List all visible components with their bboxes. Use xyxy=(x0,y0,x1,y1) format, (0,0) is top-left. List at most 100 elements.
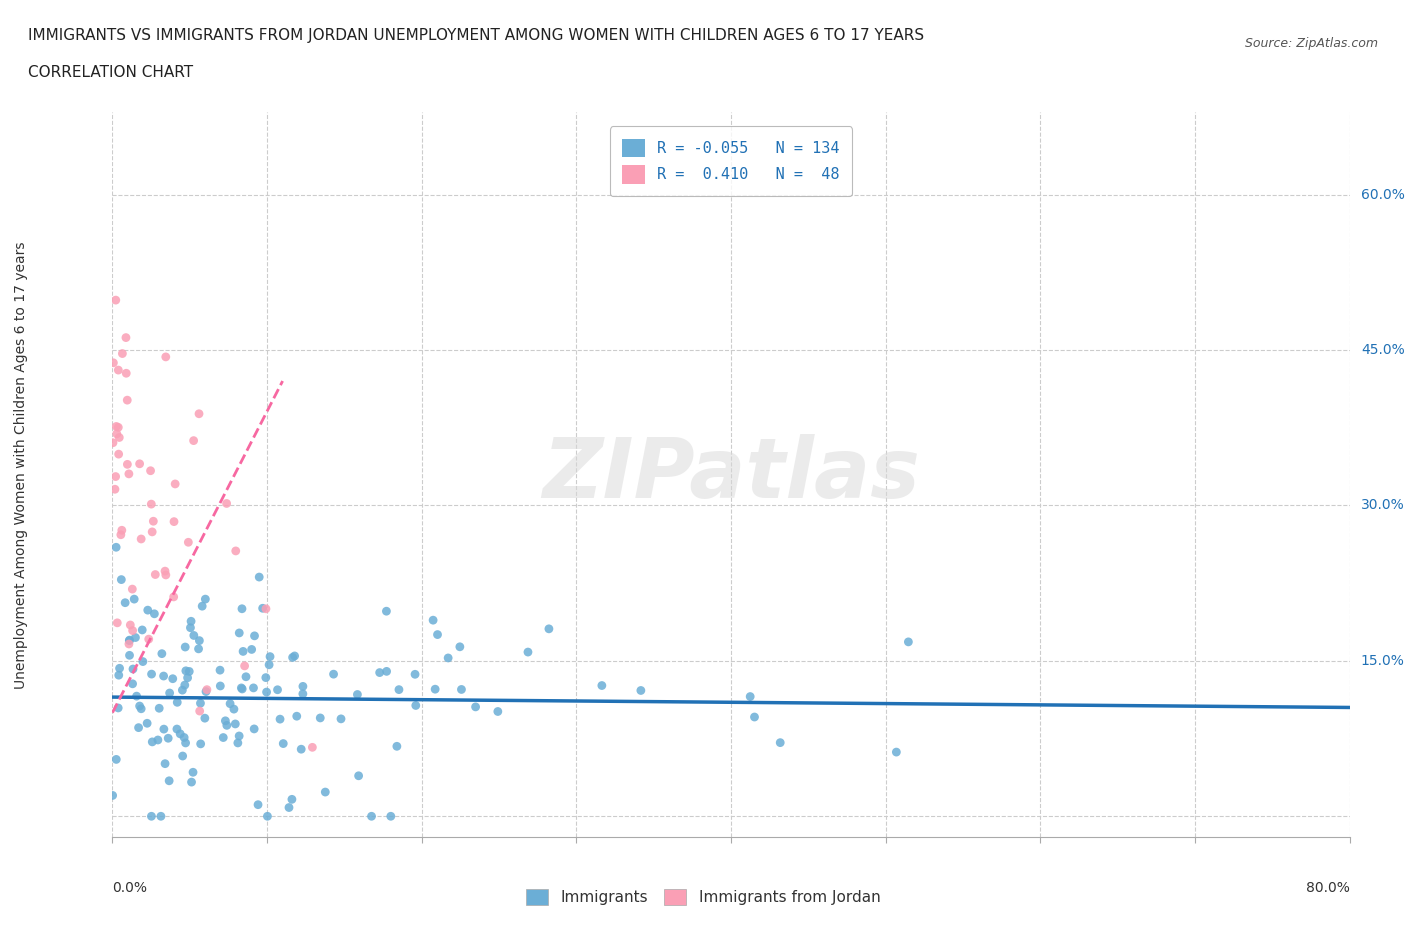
Point xyxy=(176,671,198,685)
Point xyxy=(128,720,150,735)
Point xyxy=(153,564,176,578)
Point xyxy=(155,567,177,582)
Point xyxy=(190,737,212,751)
Point xyxy=(740,689,762,704)
Point xyxy=(117,392,139,407)
Point xyxy=(101,788,124,803)
Point xyxy=(243,722,266,737)
Text: ZIPatlas: ZIPatlas xyxy=(543,433,920,515)
Point xyxy=(174,736,197,751)
Point xyxy=(426,627,449,642)
Point xyxy=(104,482,127,497)
Point xyxy=(172,683,194,698)
Point xyxy=(188,633,211,648)
Point xyxy=(231,682,253,697)
Point xyxy=(284,648,307,663)
Point xyxy=(291,686,314,701)
Point xyxy=(591,678,613,693)
Point xyxy=(194,591,217,606)
Point xyxy=(107,700,129,715)
Point xyxy=(240,642,263,657)
Point xyxy=(187,642,209,657)
Point xyxy=(138,631,160,646)
Point xyxy=(226,736,249,751)
Point xyxy=(254,602,277,617)
Point xyxy=(150,646,173,661)
Point xyxy=(191,599,214,614)
Point xyxy=(105,419,128,434)
Point xyxy=(143,567,166,582)
Text: CORRELATION CHART: CORRELATION CHART xyxy=(28,65,193,80)
Point xyxy=(195,683,218,698)
Point xyxy=(120,618,142,632)
Point xyxy=(166,695,188,710)
Point xyxy=(173,730,195,745)
Point xyxy=(136,716,159,731)
Point xyxy=(285,709,308,724)
Point xyxy=(141,735,163,750)
Point xyxy=(209,679,232,694)
Point xyxy=(231,681,253,696)
Point xyxy=(259,649,281,664)
Point xyxy=(153,756,176,771)
Point xyxy=(148,701,170,716)
Point xyxy=(141,667,163,682)
Point xyxy=(235,670,257,684)
Point xyxy=(266,683,288,698)
Point xyxy=(118,648,141,663)
Point xyxy=(163,514,186,529)
Point xyxy=(281,650,304,665)
Point xyxy=(254,671,277,685)
Point xyxy=(105,539,128,554)
Point xyxy=(232,644,254,658)
Point xyxy=(180,775,202,790)
Point xyxy=(111,346,134,361)
Point xyxy=(101,435,124,450)
Point xyxy=(105,616,128,631)
Point xyxy=(897,634,920,649)
Point xyxy=(269,711,291,726)
Point xyxy=(256,684,278,699)
Point xyxy=(121,676,143,691)
Point xyxy=(174,663,197,678)
Point xyxy=(405,698,427,713)
Point xyxy=(128,698,150,713)
Point xyxy=(139,463,162,478)
Point xyxy=(630,683,652,698)
Text: 30.0%: 30.0% xyxy=(1361,498,1405,512)
Point xyxy=(744,710,766,724)
Point xyxy=(118,467,141,482)
Point xyxy=(141,809,163,824)
Point xyxy=(290,742,312,757)
Point xyxy=(309,711,332,725)
Point xyxy=(125,689,148,704)
Point xyxy=(257,658,280,672)
Point xyxy=(437,650,460,665)
Text: 80.0%: 80.0% xyxy=(1306,881,1350,895)
Point xyxy=(165,476,187,491)
Text: Source: ZipAtlas.com: Source: ZipAtlas.com xyxy=(1244,37,1378,50)
Point xyxy=(486,704,509,719)
Point xyxy=(886,745,908,760)
Point xyxy=(162,671,184,686)
Point xyxy=(105,752,128,767)
Point xyxy=(368,665,391,680)
Point xyxy=(121,581,143,596)
Point xyxy=(212,730,235,745)
Point xyxy=(188,704,211,719)
Point xyxy=(225,543,247,558)
Point xyxy=(110,527,132,542)
Point xyxy=(177,535,200,550)
Point xyxy=(183,628,205,643)
Point xyxy=(166,722,188,737)
Point xyxy=(163,590,186,604)
Point xyxy=(422,613,444,628)
Point xyxy=(247,797,270,812)
Point xyxy=(183,433,205,448)
Point xyxy=(301,740,323,755)
Point xyxy=(118,636,141,651)
Point xyxy=(118,632,141,647)
Point xyxy=(155,350,177,365)
Point xyxy=(243,629,266,644)
Point xyxy=(425,682,447,697)
